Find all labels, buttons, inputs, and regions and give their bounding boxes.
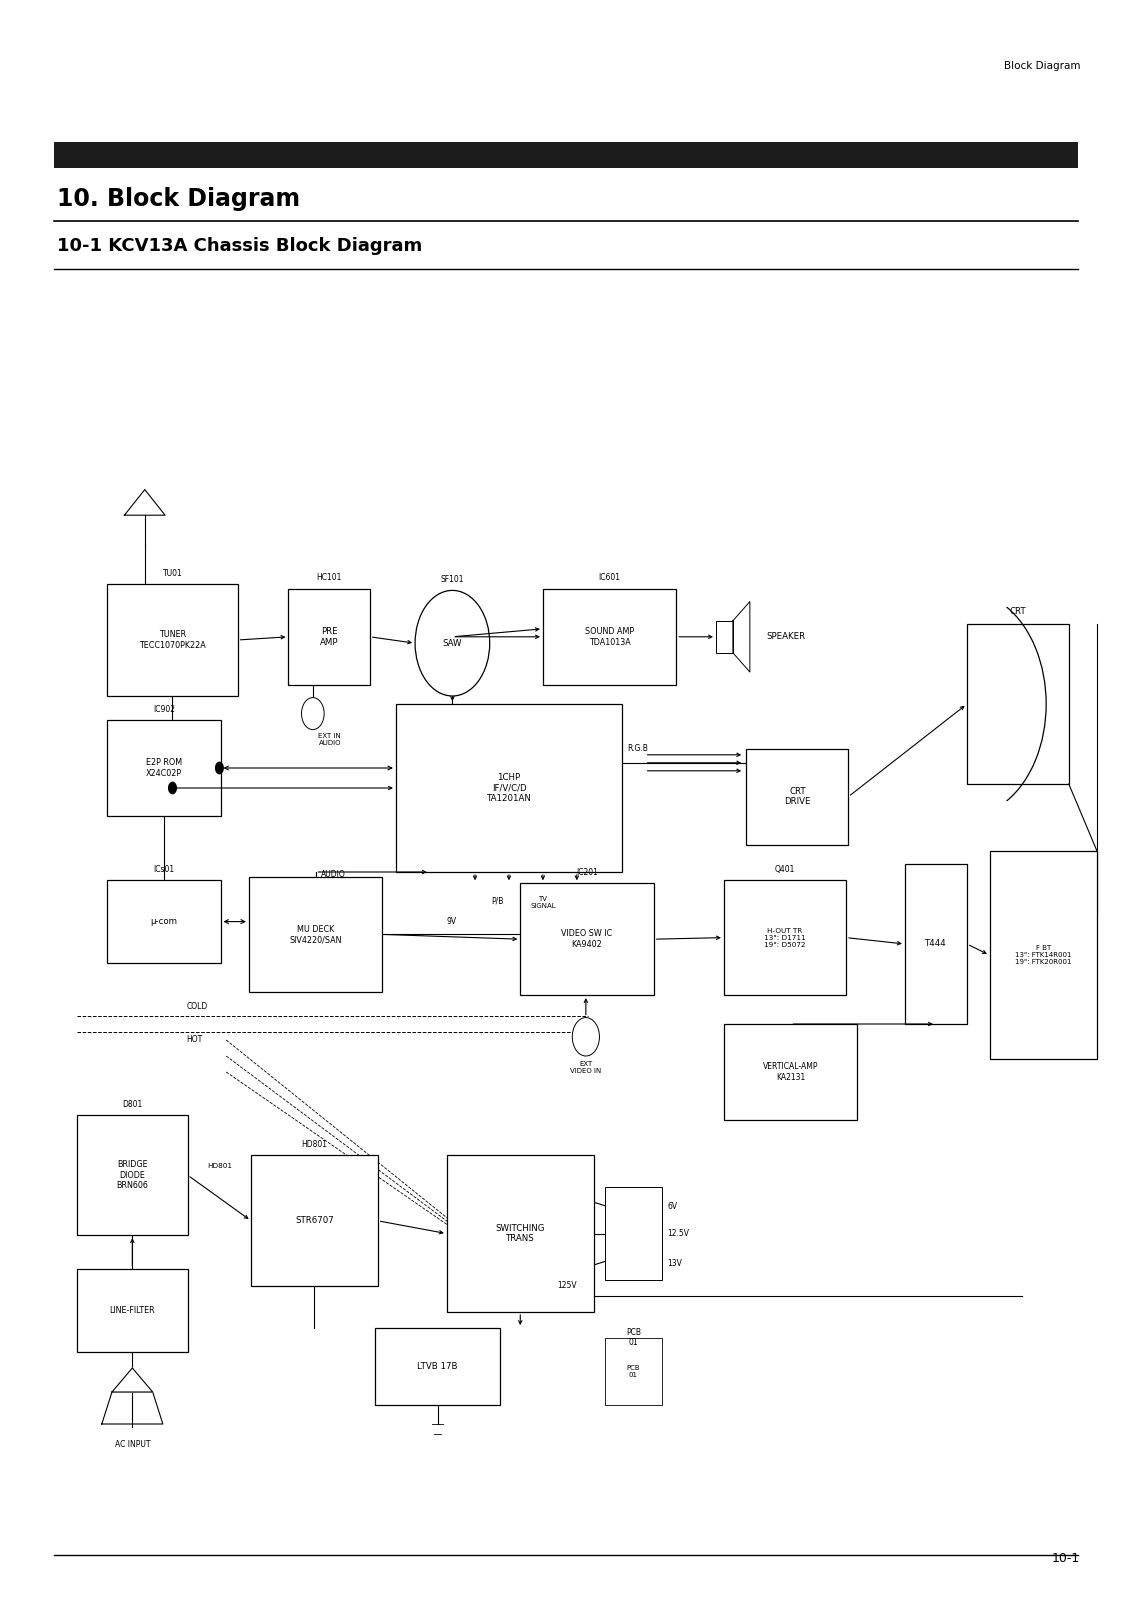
Text: Block Diagram: Block Diagram (1003, 61, 1080, 70)
Text: AC INPUT: AC INPUT (114, 1440, 150, 1450)
Text: BRIDGE
DIODE
BRN606: BRIDGE DIODE BRN606 (116, 1160, 148, 1190)
Text: H-OUT TR
13": D1711
19": D5072: H-OUT TR 13": D1711 19": D5072 (765, 928, 805, 947)
Bar (716, 621, 733, 653)
Text: 6V: 6V (667, 1202, 677, 1211)
Text: VIDEO SW IC
KA9402: VIDEO SW IC KA9402 (561, 930, 613, 949)
Text: IC201: IC201 (576, 867, 598, 877)
Text: 9V: 9V (447, 917, 456, 926)
Text: P/B: P/B (492, 896, 503, 906)
Text: IC601: IC601 (598, 573, 621, 582)
Text: EXT IN
AUDIO: EXT IN AUDIO (319, 733, 342, 746)
Text: PCB
01: PCB 01 (625, 1328, 641, 1347)
Bar (107, 880, 221, 963)
Text: SPEAKER: SPEAKER (767, 632, 806, 642)
Text: TU01: TU01 (163, 568, 182, 578)
Text: AUDIO: AUDIO (321, 870, 346, 878)
Bar (375, 1328, 500, 1405)
Text: EXT
VIDEO IN: EXT VIDEO IN (570, 1061, 602, 1074)
Bar (520, 883, 654, 995)
Text: PCB
01: PCB 01 (627, 1365, 640, 1378)
Circle shape (302, 698, 325, 730)
Bar (54, 142, 1078, 168)
Text: D801: D801 (122, 1099, 143, 1109)
Circle shape (415, 590, 490, 696)
Bar (605, 1187, 662, 1280)
Text: HD801: HD801 (302, 1139, 327, 1149)
Text: LTVB 17B: LTVB 17B (417, 1362, 458, 1371)
Bar (77, 1115, 188, 1235)
Bar (990, 851, 1097, 1059)
Text: Q401: Q401 (775, 864, 795, 874)
Text: CRT
DRIVE: CRT DRIVE (784, 787, 811, 806)
Text: μ-com: μ-com (150, 917, 178, 926)
Text: 10. Block Diagram: 10. Block Diagram (57, 187, 300, 211)
Bar (251, 1155, 378, 1286)
Text: TV
SIGNAL: TV SIGNAL (530, 896, 555, 909)
Text: CRT: CRT (1010, 606, 1026, 616)
Text: F BT
13": FTK14R001
19": FTK20R001: F BT 13": FTK14R001 19": FTK20R001 (1016, 946, 1071, 965)
Text: T444: T444 (925, 939, 947, 949)
Circle shape (215, 762, 224, 774)
Text: VERTICAL-AMP
KA2131: VERTICAL-AMP KA2131 (762, 1062, 819, 1082)
Text: 10-1 KCV13A Chassis Block Diagram: 10-1 KCV13A Chassis Block Diagram (57, 237, 422, 254)
Text: TUNER
TECC1070PK22A: TUNER TECC1070PK22A (139, 630, 206, 650)
Bar (107, 584, 238, 696)
Text: PRE
AMP: PRE AMP (320, 627, 338, 646)
Bar (543, 589, 676, 685)
Text: SOUND AMP
TDA1013A: SOUND AMP TDA1013A (585, 627, 634, 646)
Polygon shape (112, 1368, 153, 1392)
Bar (746, 749, 848, 845)
Text: ICs01: ICs01 (154, 864, 174, 874)
Text: SF101: SF101 (441, 574, 464, 584)
Bar (724, 880, 846, 995)
Text: HOT: HOT (187, 1035, 202, 1045)
Text: 13V: 13V (667, 1259, 682, 1269)
Text: R.G.B: R.G.B (628, 744, 648, 754)
Bar (107, 720, 221, 816)
Circle shape (572, 1018, 599, 1056)
Text: MU DECK
SIV4220/SAN: MU DECK SIV4220/SAN (290, 925, 342, 944)
Text: SWITCHING
TRANS: SWITCHING TRANS (495, 1224, 545, 1243)
Bar (905, 864, 967, 1024)
Bar (447, 1155, 594, 1312)
Bar (77, 1269, 188, 1352)
Bar (724, 1024, 857, 1120)
Text: COLD: COLD (187, 1002, 208, 1011)
Text: LINE-FILTER: LINE-FILTER (110, 1306, 155, 1315)
Bar (967, 624, 1069, 784)
Bar (288, 589, 370, 685)
Text: SAW: SAW (442, 638, 463, 648)
Text: 10-1: 10-1 (1052, 1552, 1080, 1565)
Text: HD801: HD801 (207, 1163, 232, 1168)
Bar (605, 1338, 662, 1405)
Text: STR6707: STR6707 (295, 1216, 334, 1226)
Bar (396, 704, 622, 872)
Text: HC101: HC101 (317, 573, 342, 582)
Circle shape (167, 781, 176, 794)
Text: IC902: IC902 (153, 704, 175, 714)
Text: E2P ROM
X24C02P: E2P ROM X24C02P (146, 758, 182, 778)
Text: 12.5V: 12.5V (667, 1229, 689, 1238)
Bar (249, 877, 382, 992)
Text: 125V: 125V (556, 1282, 577, 1290)
Text: 1CHP
IF/V/C/D
TA1201AN: 1CHP IF/V/C/D TA1201AN (486, 773, 532, 803)
